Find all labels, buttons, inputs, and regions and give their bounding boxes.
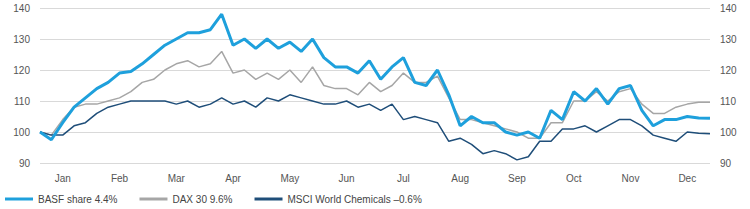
svg-text:130: 130	[720, 34, 737, 45]
svg-text:120: 120	[720, 65, 737, 76]
svg-text:Jan: Jan	[55, 173, 71, 184]
svg-text:DAX 30 9.6%: DAX 30 9.6%	[172, 194, 232, 205]
svg-text:110: 110	[720, 96, 736, 107]
svg-text:130: 130	[13, 34, 30, 45]
svg-text:90: 90	[720, 158, 732, 169]
svg-text:Nov: Nov	[622, 173, 640, 184]
svg-text:140: 140	[720, 3, 737, 14]
svg-text:Apr: Apr	[225, 173, 241, 184]
svg-text:100: 100	[13, 127, 30, 138]
svg-text:120: 120	[13, 65, 30, 76]
svg-text:110: 110	[14, 96, 30, 107]
svg-text:90: 90	[19, 158, 31, 169]
svg-text:Mar: Mar	[168, 173, 186, 184]
svg-text:Oct: Oct	[566, 173, 582, 184]
svg-text:MSCI World Chemicals –0.6%: MSCI World Chemicals –0.6%	[288, 194, 422, 205]
svg-text:Dec: Dec	[678, 173, 696, 184]
svg-text:May: May	[280, 173, 299, 184]
svg-text:Jun: Jun	[339, 173, 355, 184]
svg-text:Aug: Aug	[451, 173, 469, 184]
svg-text:BASF share 4.4%: BASF share 4.4%	[38, 194, 118, 205]
svg-text:140: 140	[13, 3, 30, 14]
svg-text:Jul: Jul	[397, 173, 410, 184]
svg-text:Feb: Feb	[111, 173, 129, 184]
svg-text:100: 100	[720, 127, 737, 138]
svg-text:Sep: Sep	[508, 173, 526, 184]
